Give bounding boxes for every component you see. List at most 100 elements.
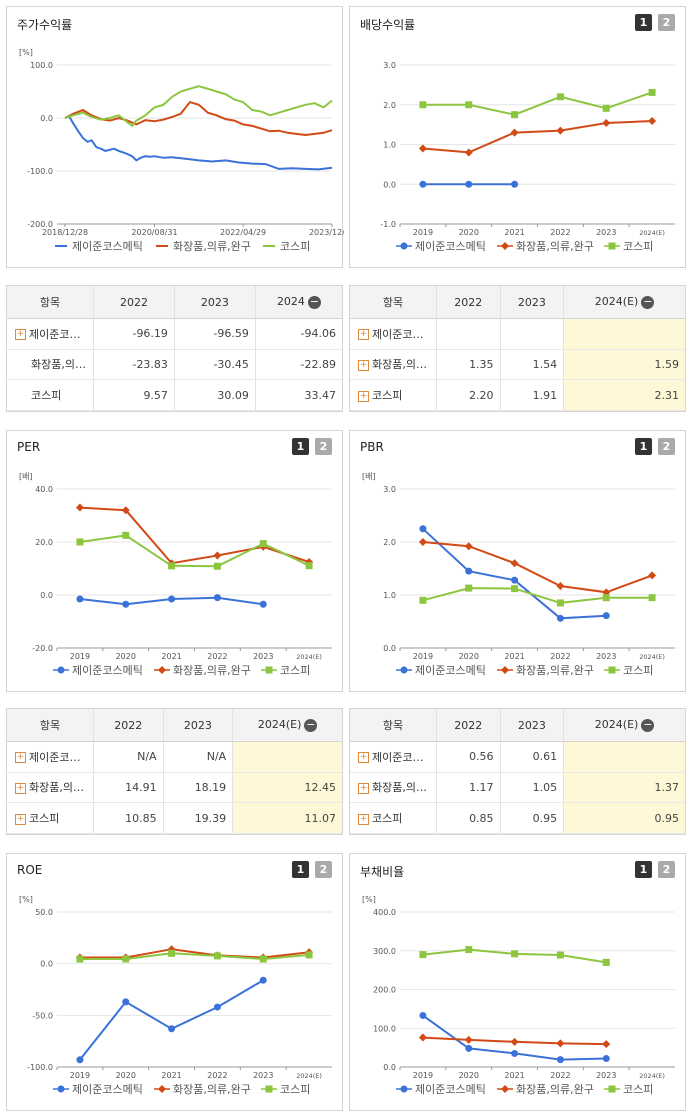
legend-label: 코스피 xyxy=(280,664,310,677)
data-point xyxy=(213,562,221,570)
legend-label: 제이준코스메틱 xyxy=(72,664,143,677)
column-header: 2022 xyxy=(93,709,164,742)
data-point xyxy=(464,542,473,551)
data-point xyxy=(213,594,221,602)
pbr-panel: PBR 1 2 [배] 3.0 2.0 1.0 0.0 2019 2020 2021 2022 2… xyxy=(349,430,686,692)
y-tick-label: -100.0 xyxy=(27,167,53,176)
data-point xyxy=(213,952,221,960)
value-cell: 1.91 xyxy=(499,379,564,411)
value-cell: 0.85 xyxy=(436,802,501,834)
table-header-row: 항목 2022 2023 2024− xyxy=(7,286,342,319)
series-line xyxy=(79,948,310,959)
data-point xyxy=(419,1011,427,1019)
legend-label: 코스피 xyxy=(280,1083,310,1096)
page-2-button[interactable]: 2 xyxy=(315,438,332,455)
expand-plus-icon[interactable]: + xyxy=(15,329,26,341)
dividend-yield-panel: 배당수익률 1 2 3.0 2.0 1.0 0.0 -1.0 2019 2020 2021 20… xyxy=(349,6,686,268)
data-point xyxy=(213,551,222,560)
value-cell: -96.19 xyxy=(93,318,175,350)
page-2-button[interactable]: 2 xyxy=(315,861,332,878)
x-tick-label: 2018/12/28 xyxy=(42,228,88,237)
series-line xyxy=(64,85,333,128)
page-1-button[interactable]: 1 xyxy=(292,861,309,878)
value-cell: 2.20 xyxy=(436,379,501,411)
table-row: + 제이준코… -96.19 -96.59 -94.06 xyxy=(7,318,342,350)
data-point xyxy=(305,562,313,570)
series-line xyxy=(64,115,333,171)
y-tick-label: 0.0 xyxy=(383,180,396,189)
page-2-button[interactable]: 2 xyxy=(658,861,675,878)
data-point xyxy=(259,600,267,608)
data-point xyxy=(602,1040,611,1049)
page-1-button[interactable]: 1 xyxy=(635,14,652,31)
collapse-minus-icon[interactable]: − xyxy=(641,717,655,732)
value-cell: 30.09 xyxy=(173,379,256,411)
row-label-cell: + 제이준코… xyxy=(350,741,437,773)
expand-plus-icon[interactable]: + xyxy=(358,390,369,402)
data-point xyxy=(464,1035,473,1044)
data-point xyxy=(556,126,565,135)
panel-title: 부채비율 xyxy=(360,865,405,879)
data-point xyxy=(57,1085,65,1093)
page-1-button[interactable]: 1 xyxy=(635,438,652,455)
expand-plus-icon[interactable]: + xyxy=(358,329,369,341)
expand-plus-icon[interactable]: + xyxy=(15,782,26,794)
x-tick-label: 2020 xyxy=(459,228,479,237)
x-tick-label: 2020/08/31 xyxy=(131,228,177,237)
series-line xyxy=(422,541,653,594)
column-header-label: 2024 xyxy=(276,295,305,309)
x-tick-label: 2022 xyxy=(550,1071,570,1080)
value-cell: -23.83 xyxy=(93,349,175,381)
data-point xyxy=(648,117,657,126)
series-line xyxy=(79,979,264,1061)
expand-plus-icon[interactable]: + xyxy=(358,782,369,794)
data-point xyxy=(602,594,610,602)
page-1-button[interactable]: 1 xyxy=(635,861,652,878)
expand-plus-icon[interactable]: + xyxy=(15,752,26,764)
data-point xyxy=(419,101,427,109)
data-point xyxy=(57,666,65,674)
unit-label: [%] xyxy=(362,895,376,904)
expand-plus-icon[interactable]: + xyxy=(15,813,26,825)
y-tick-label: 300.0 xyxy=(373,947,396,956)
table-row: + 제이준코… xyxy=(350,318,685,350)
data-point xyxy=(510,559,519,568)
table-row: + 화장품,의… 14.91 18.19 12.45 xyxy=(7,772,342,804)
collapse-minus-icon[interactable]: − xyxy=(307,294,321,309)
data-point xyxy=(648,88,656,96)
expand-plus-icon[interactable]: + xyxy=(358,813,369,825)
data-point xyxy=(602,104,610,112)
row-label-cell: + 코스피 xyxy=(7,802,94,834)
data-point xyxy=(556,1039,565,1048)
collapse-minus-icon[interactable]: − xyxy=(304,717,318,732)
x-tick-label: 2023 xyxy=(253,652,273,661)
x-tick-label: 2022/04/29 xyxy=(220,228,266,237)
value-cell: 9.57 xyxy=(93,379,175,411)
value-cell: 1.37 xyxy=(563,772,685,804)
page-2-button[interactable]: 2 xyxy=(658,14,675,31)
page-2-button[interactable]: 2 xyxy=(658,438,675,455)
table-row: + 제이준코… 0.56 0.61 xyxy=(350,741,685,773)
unit-label: [%] xyxy=(19,895,33,904)
x-tick-label: 2022 xyxy=(550,228,570,237)
page-1-button[interactable]: 1 xyxy=(292,438,309,455)
row-label-cell: + 코스피 xyxy=(350,379,437,411)
row-label-cell: 화장품,의… xyxy=(7,349,94,381)
x-tick-label: 2023 xyxy=(596,1071,616,1080)
collapse-minus-icon[interactable]: − xyxy=(641,294,655,309)
legend-label: 제이준코스메틱 xyxy=(72,1083,143,1096)
expand-plus-icon[interactable]: + xyxy=(358,359,369,371)
data-point xyxy=(510,1037,519,1046)
x-tick-label: 2023 xyxy=(253,1071,273,1080)
x-tick-label: 2024(E) xyxy=(639,1072,665,1080)
value-cell: -96.59 xyxy=(173,318,256,350)
legend-label: 화장품,의류,완구 xyxy=(516,240,594,253)
legend-label: 화장품,의류,완구 xyxy=(173,664,251,677)
y-tick-label: -1.0 xyxy=(380,220,396,229)
column-header-label: 2024(E) xyxy=(257,718,302,732)
legend-label: 제이준코스메틱 xyxy=(72,240,143,253)
expand-plus-icon[interactable]: + xyxy=(358,752,369,764)
data-point xyxy=(419,525,427,533)
value-cell: 0.95 xyxy=(499,802,564,834)
row-label-cell: + 화장품,의… xyxy=(350,349,437,381)
